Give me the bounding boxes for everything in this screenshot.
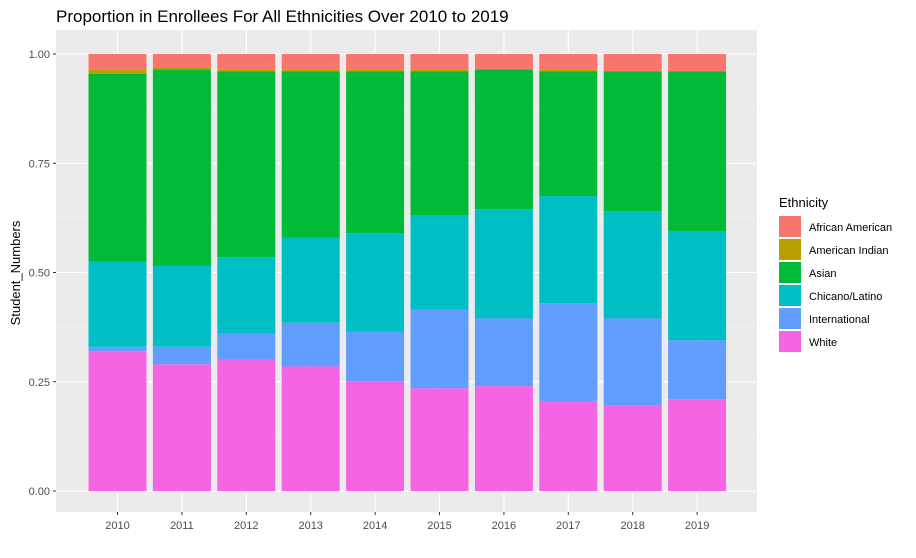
bar-2014-white xyxy=(346,381,405,491)
bar-2013-asian xyxy=(281,71,340,238)
bar-2012-white xyxy=(217,359,276,491)
bar-2013-american-indian xyxy=(281,69,340,72)
x-tick-label: 2012 xyxy=(234,520,258,532)
bar-2011-international xyxy=(152,346,211,365)
legend-title: Ethnicity xyxy=(779,195,829,210)
bar-2012-african-american xyxy=(217,54,276,70)
bar-2019-chicano-latino xyxy=(668,230,727,341)
bar-2010-white xyxy=(88,351,147,491)
bar-2019-white xyxy=(668,399,727,491)
bar-2016-asian xyxy=(474,69,533,210)
bars xyxy=(88,54,727,491)
bar-2013-white xyxy=(281,366,340,491)
legend-label: American Indian xyxy=(809,245,889,257)
bar-2014-chicano-latino xyxy=(346,233,405,332)
bar-2017-african-american xyxy=(539,54,598,70)
legend-key xyxy=(779,308,801,329)
bar-2018-international xyxy=(603,318,662,406)
bar-2011-american-indian xyxy=(152,67,211,70)
y-tick-label: 0.50 xyxy=(29,268,50,280)
x-tick-label: 2016 xyxy=(492,520,516,532)
legend-key xyxy=(779,262,801,283)
legend-label: White xyxy=(809,337,837,349)
bar-2012-international xyxy=(217,333,276,360)
bar-2012-chicano-latino xyxy=(217,257,276,334)
bar-2013-international xyxy=(281,322,340,367)
bar-2019-african-american xyxy=(668,54,727,72)
bar-2013-african-american xyxy=(281,54,340,70)
bar-2011-asian xyxy=(152,69,211,266)
legend-label: Chicano/Latino xyxy=(809,291,882,303)
y-tick-label: 0.75 xyxy=(29,158,50,170)
bar-2018-asian xyxy=(603,71,662,212)
bar-2012-asian xyxy=(217,71,276,258)
bar-2016-african-american xyxy=(474,54,533,70)
bar-2013-chicano-latino xyxy=(281,237,340,323)
bar-2014-asian xyxy=(346,71,405,234)
x-tick-label: 2014 xyxy=(363,520,387,532)
bar-2019-international xyxy=(668,340,727,400)
y-tick-label: 0.25 xyxy=(29,377,50,389)
bar-2018-white xyxy=(603,405,662,491)
x-tick-label: 2015 xyxy=(427,520,451,532)
bar-2017-international xyxy=(539,303,598,402)
bar-2010-chicano-latino xyxy=(88,261,147,347)
legend-key xyxy=(779,216,801,237)
y-tick-label: 1.00 xyxy=(29,49,50,61)
x-tick-label: 2019 xyxy=(685,520,709,532)
bar-2017-white xyxy=(539,401,598,491)
bar-2011-white xyxy=(152,364,211,491)
bar-2010-african-american xyxy=(88,54,147,70)
bar-2016-international xyxy=(474,318,533,387)
x-tick-label: 2017 xyxy=(556,520,580,532)
bar-2011-african-american xyxy=(152,54,211,68)
x-axis-ticks: 2010 2011 2012 2013 2014 2015 2016 2017 2018 2019 xyxy=(105,512,709,532)
x-tick-label: 2018 xyxy=(620,520,644,532)
bar-2016-chicano-latino xyxy=(474,209,533,319)
bar-2017-chicano-latino xyxy=(539,196,598,304)
bar-2012-american-indian xyxy=(217,69,276,72)
bar-2016-white xyxy=(474,386,533,491)
legend-label: Asian xyxy=(809,268,837,280)
y-tick-label: 0.00 xyxy=(29,486,50,498)
bar-2015-american-indian xyxy=(410,69,469,72)
bar-2015-international xyxy=(410,309,469,389)
chart-title: Proportion in Enrollees For All Ethnicit… xyxy=(56,7,509,26)
legend: Ethnicity African American American India… xyxy=(779,195,892,352)
bar-2019-asian xyxy=(668,71,727,231)
bar-2018-african-american xyxy=(603,54,662,72)
y-axis-ticks: 0.00 0.25 0.50 0.75 1.00 xyxy=(29,49,56,498)
legend-key xyxy=(779,331,801,352)
bar-2015-asian xyxy=(410,71,469,216)
bar-2015-chicano-latino xyxy=(410,215,469,310)
bar-2015-white xyxy=(410,388,469,491)
legend-label: African American xyxy=(809,222,892,234)
bar-2014-american-indian xyxy=(346,69,405,72)
y-axis-label: Student_Numbers xyxy=(8,220,23,325)
x-tick-label: 2010 xyxy=(105,520,129,532)
x-tick-label: 2013 xyxy=(298,520,322,532)
legend-key xyxy=(779,239,801,260)
bar-2011-chicano-latino xyxy=(152,265,211,347)
bar-2010-international xyxy=(88,346,147,352)
bar-2010-asian xyxy=(88,73,147,262)
bar-2017-american-indian xyxy=(539,69,598,72)
x-tick-label: 2011 xyxy=(170,520,194,532)
bar-2018-chicano-latino xyxy=(603,211,662,319)
bar-2014-african-american xyxy=(346,54,405,70)
bar-2010-american-indian xyxy=(88,69,147,74)
bar-2017-asian xyxy=(539,71,598,197)
legend-label: International xyxy=(809,314,870,326)
bar-2015-african-american xyxy=(410,54,469,70)
bar-2014-international xyxy=(346,331,405,382)
legend-key xyxy=(779,285,801,306)
